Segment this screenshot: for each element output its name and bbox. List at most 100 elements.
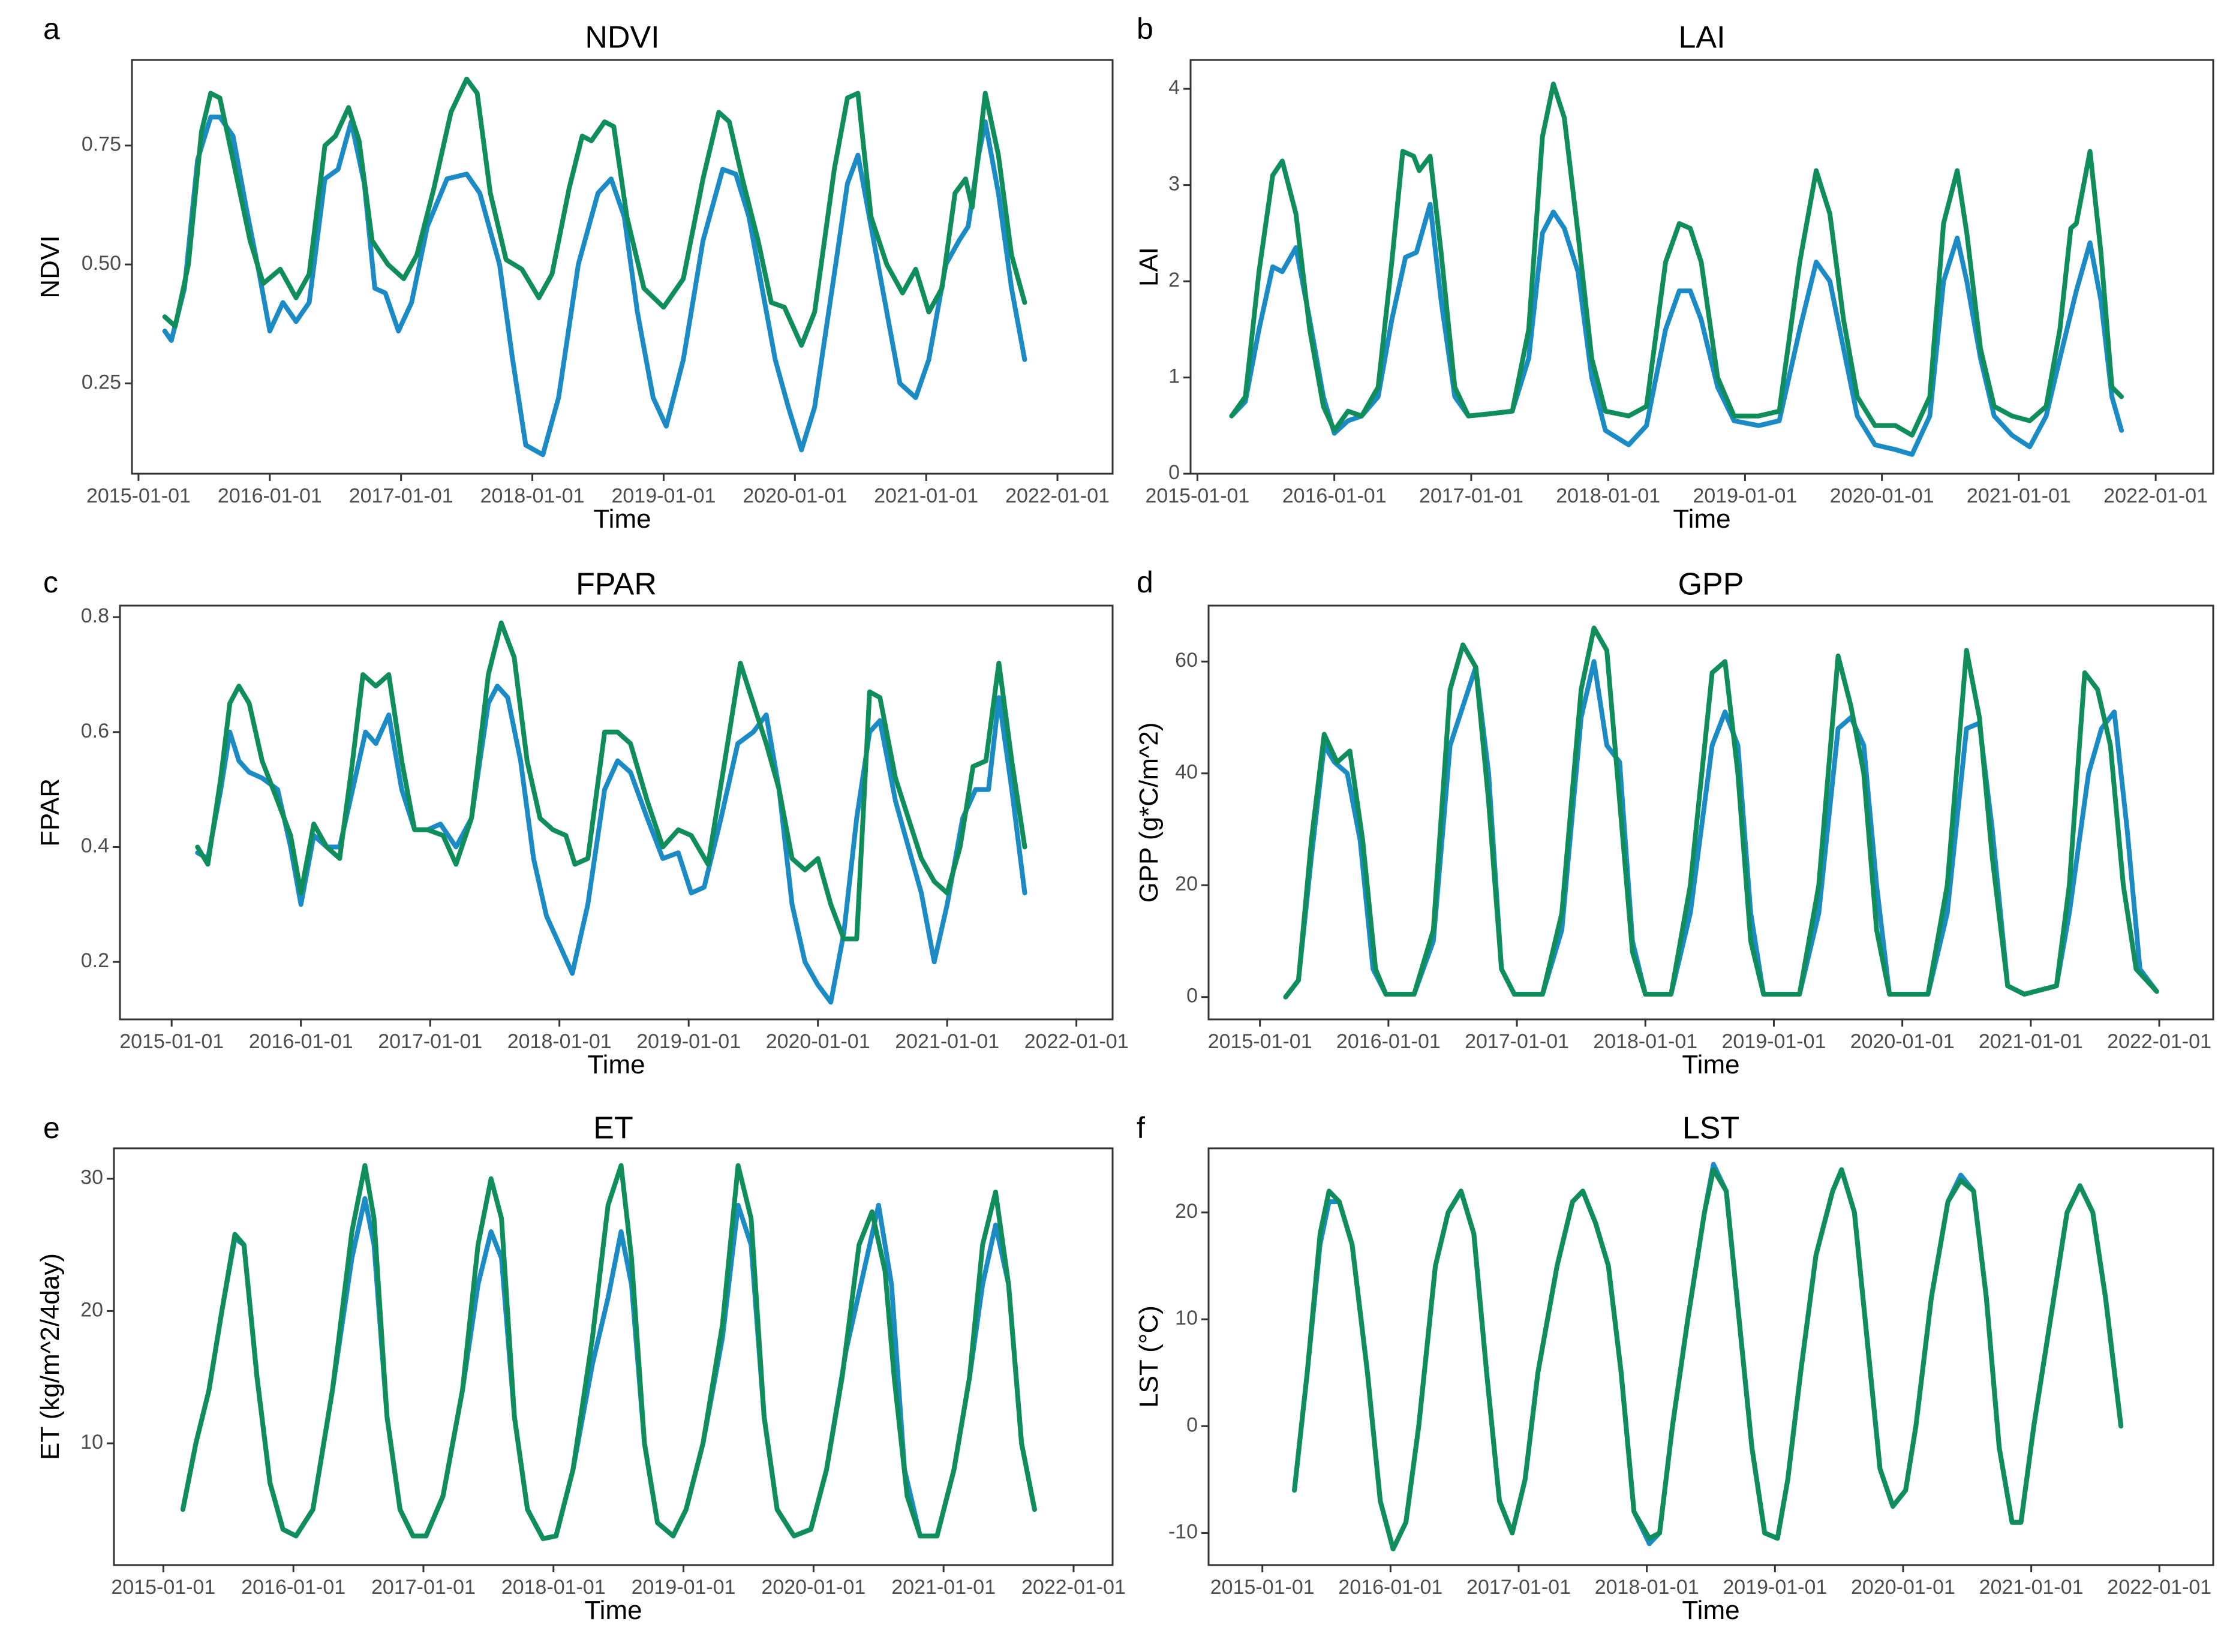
- y-tick-label: 4: [1168, 76, 1180, 99]
- y-tick-label: 10: [1175, 1307, 1198, 1329]
- series-line-blue: [1292, 1161, 2124, 1552]
- panel-title: ET: [593, 1111, 633, 1146]
- panel-f: f LST 2015-01-01 2016-01-01 2017-01-01 2018-0…: [1134, 1111, 2214, 1625]
- x-tick-label: 2022-01-01: [1024, 1030, 1129, 1053]
- x-tick-label: 2016-01-01: [249, 1030, 353, 1053]
- x-tick-label: 2016-01-01: [241, 1576, 345, 1599]
- y-axis-title: LST (°C): [1134, 1305, 1164, 1408]
- y-tick-label: 0: [1186, 985, 1198, 1007]
- panel-b: b LAI 2015-01-01 2016-01-01 2017-01-01 2018-0…: [1134, 12, 2214, 534]
- x-tick-label: 2018-01-01: [1593, 1030, 1697, 1053]
- y-tick-label: 0.25: [82, 371, 121, 393]
- y-tick-label: 0.8: [81, 604, 109, 627]
- x-tick-label: 2016-01-01: [1338, 1576, 1442, 1599]
- x-axis-title: Time: [593, 504, 651, 534]
- x-tick-label: 2021-01-01: [874, 485, 978, 507]
- y-tick-label: 40: [1175, 761, 1198, 784]
- panel-title: NDVI: [585, 20, 659, 55]
- x-tick-label: 2020-01-01: [743, 485, 847, 507]
- x-tick-label: 2017-01-01: [1466, 1576, 1571, 1599]
- x-tick-label: 2019-01-01: [632, 1576, 736, 1599]
- x-tick-label: 2018-01-01: [501, 1576, 606, 1599]
- y-axis-title: GPP (g*C/m^2): [1134, 722, 1164, 902]
- x-tick-label: 2015-01-01: [86, 485, 191, 507]
- series-line-green: [195, 620, 1027, 941]
- y-axis-title: FPAR: [35, 778, 65, 847]
- y-tick-label: 0.75: [82, 133, 121, 156]
- x-tick-label: 2018-01-01: [1595, 1576, 1699, 1599]
- x-tick-label: 2020-01-01: [1850, 1030, 1955, 1053]
- x-tick-label: 2020-01-01: [1851, 1576, 1955, 1599]
- plot-frame: [119, 604, 1114, 1021]
- x-tick-label: 2019-01-01: [1723, 1576, 1827, 1599]
- x-axis-title: Time: [584, 1596, 642, 1625]
- y-tick-label: 0.4: [81, 834, 109, 857]
- y-tick-label: 30: [80, 1166, 103, 1189]
- x-tick-label: 2015-01-01: [1145, 485, 1249, 507]
- x-tick-label: 2021-01-01: [1979, 1576, 2084, 1599]
- panel-letter: f: [1137, 1111, 1145, 1145]
- y-axis-title: NDVI: [35, 235, 65, 298]
- x-tick-label: 2019-01-01: [1721, 1030, 1826, 1053]
- plot-frame: [131, 59, 1114, 475]
- x-tick-label: 2020-01-01: [766, 1030, 870, 1053]
- x-tick-label: 2021-01-01: [891, 1576, 996, 1599]
- x-tick-label: 2020-01-01: [761, 1576, 865, 1599]
- x-tick-label: 2022-01-01: [2107, 1030, 2211, 1053]
- x-tick-label: 2016-01-01: [218, 485, 322, 507]
- y-tick-label: 0.6: [81, 720, 109, 742]
- x-tick-label: 2017-01-01: [349, 485, 453, 507]
- y-tick-label: 3: [1168, 173, 1180, 195]
- x-tick-label: 2017-01-01: [371, 1576, 476, 1599]
- x-tick-label: 2017-01-01: [378, 1030, 482, 1053]
- x-tick-label: 2017-01-01: [1465, 1030, 1569, 1053]
- x-tick-label: 2021-01-01: [1967, 485, 2071, 507]
- x-tick-label: 2016-01-01: [1282, 485, 1387, 507]
- panel-title: FPAR: [576, 567, 657, 602]
- y-tick-label: 0: [1186, 1413, 1198, 1436]
- x-tick-label: 2020-01-01: [1830, 485, 1934, 507]
- x-tick-label: 2019-01-01: [1693, 485, 1797, 507]
- x-tick-label: 2019-01-01: [611, 485, 716, 507]
- y-tick-label: 20: [80, 1298, 103, 1321]
- panel-title: LST: [1682, 1111, 1739, 1146]
- panel-letter: e: [43, 1111, 60, 1145]
- series-line-green: [1283, 625, 2159, 1000]
- y-tick-label: 0.2: [81, 949, 109, 972]
- x-tick-label: 2015-01-01: [119, 1030, 224, 1053]
- panel-e: e ET 2015-01-01 2016-01-01 2017-01-01 2018-01…: [35, 1111, 1126, 1625]
- x-tick-label: 2021-01-01: [1979, 1030, 2083, 1053]
- y-tick-label: 0: [1168, 461, 1180, 484]
- panel-letter: a: [43, 12, 60, 46]
- x-axis-title: Time: [1673, 504, 1730, 534]
- x-tick-label: 2019-01-01: [636, 1030, 741, 1053]
- panel-c: c FPAR 2015-01-01 2016-01-01 2017-01-01 2018-…: [35, 565, 1129, 1079]
- x-tick-label: 2015-01-01: [1208, 1030, 1312, 1053]
- x-tick-label: 2017-01-01: [1419, 485, 1523, 507]
- panel-a: a NDVI 2015-01-01 2016-01-01 2017-01-01 2018-…: [35, 12, 1114, 534]
- y-tick-label: 60: [1175, 649, 1198, 672]
- series-line-blue: [195, 684, 1027, 1005]
- plot-frame: [1207, 1147, 2214, 1566]
- y-tick-label: 0.50: [82, 252, 121, 275]
- series-line-green: [162, 76, 1027, 348]
- y-tick-label: 20: [1175, 872, 1198, 895]
- series-line-blue: [162, 115, 1027, 458]
- series-line-blue: [1283, 659, 2159, 1000]
- x-tick-label: 2022-01-01: [1005, 485, 1110, 507]
- x-axis-title: Time: [587, 1050, 645, 1079]
- series-line-green: [180, 1163, 1037, 1541]
- series-line-green: [1229, 82, 2124, 438]
- x-tick-label: 2018-01-01: [480, 485, 585, 507]
- panel-d: d GPP 2015-01-01 2016-01-01 2017-01-01 2018-0…: [1134, 565, 2214, 1079]
- y-axis-title: LAI: [1134, 247, 1164, 287]
- plot-frame: [1207, 604, 2214, 1021]
- series-line-blue: [1229, 201, 2124, 457]
- y-tick-label: 10: [80, 1431, 103, 1454]
- panel-letter: c: [43, 565, 58, 599]
- y-tick-label: 1: [1168, 365, 1180, 388]
- x-tick-label: 2015-01-01: [111, 1576, 215, 1599]
- x-axis-title: Time: [1682, 1596, 1739, 1625]
- x-axis-title: Time: [1682, 1050, 1739, 1079]
